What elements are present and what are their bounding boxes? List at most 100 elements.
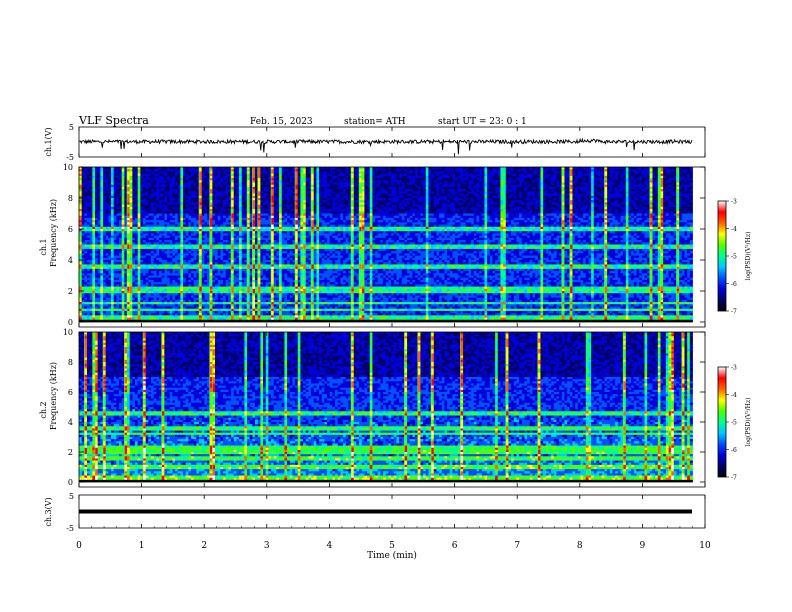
spectrogram-cell (537, 167, 541, 170)
spectrogram-cell (351, 204, 355, 208)
spectrogram-cell (647, 175, 651, 179)
spectrogram-cell (281, 191, 285, 194)
spectrogram-cell (673, 184, 677, 188)
spectrogram-cell (311, 200, 315, 203)
spectrogram-cell (492, 186, 496, 190)
spectrogram-cell (121, 195, 125, 199)
spectrogram-cell (537, 209, 541, 212)
spectrogram-cell (305, 171, 309, 175)
spectrogram-cell (596, 171, 600, 175)
spectrogram-cell (449, 175, 453, 179)
spectrogram-cell (271, 195, 275, 199)
spectrogram-cell (300, 198, 304, 201)
spectrogram-cell (201, 202, 205, 206)
spectrogram-cell (388, 178, 392, 181)
spectrogram-cell (263, 180, 267, 183)
spectrogram-cell (556, 202, 560, 206)
spectrogram-cell (548, 173, 552, 177)
spectrogram-cell (140, 180, 144, 183)
spectrogram-cell (113, 171, 117, 175)
spectrogram-cell (223, 198, 227, 201)
spectrogram-cell (615, 198, 619, 201)
spectrogram-cell (351, 173, 355, 177)
spectrogram-cell (156, 182, 160, 186)
spectrogram-cell (655, 169, 659, 172)
spectrogram-cell (340, 213, 344, 217)
spectrogram-cell (580, 193, 584, 197)
spectrogram-cell (649, 200, 653, 203)
spectrogram-cell (127, 211, 131, 214)
spectrogram-cell (431, 186, 435, 190)
spectrogram-cell (140, 184, 144, 188)
spectrogram-cell (585, 173, 589, 177)
spectrogram-cell (268, 202, 272, 206)
spectrogram-cell (247, 175, 251, 179)
spectrogram-cell (508, 182, 512, 186)
spectrogram-cell (631, 206, 635, 210)
spectrogram-cell (345, 186, 349, 190)
spectrogram-cell (212, 213, 216, 217)
spectrogram-cell (535, 202, 539, 206)
spectrogram-cell (89, 173, 93, 177)
spectrogram-cell (585, 195, 589, 199)
spectrogram-cell (105, 186, 109, 190)
spectrogram-cell (137, 202, 141, 206)
spectrogram-cell (247, 198, 251, 201)
spectrogram-cell (532, 175, 536, 179)
spectrogram-cell (444, 182, 448, 186)
spectrogram-cell (433, 189, 437, 192)
spectrogram-cell (657, 180, 661, 183)
spectrogram-cell (132, 184, 136, 188)
spectrogram-cell (369, 173, 373, 177)
spectrogram-cell (468, 184, 472, 188)
spectrogram-cell (340, 189, 344, 192)
spectrogram-cell (260, 191, 264, 194)
spectrogram-cell (151, 186, 155, 190)
spectrogram-cell (380, 178, 384, 181)
spectrogram-cell (183, 171, 187, 175)
spectrogram-cell (215, 182, 219, 186)
spectrogram-cell (569, 191, 573, 194)
spectrogram-cell (311, 167, 315, 170)
spectrogram-cell (644, 173, 648, 177)
spectrogram-cell (473, 167, 477, 170)
spectrogram-cell (124, 193, 128, 197)
spectrogram-cell (399, 213, 403, 217)
spectrogram-cell (127, 200, 131, 203)
spectrogram-cell (457, 195, 461, 199)
spectrogram-cell (87, 202, 91, 206)
spectrogram-cell (87, 198, 91, 201)
spectrogram-cell (639, 204, 643, 208)
spectrogram-cell (452, 180, 456, 183)
spectrogram-cell (116, 200, 120, 203)
spectrogram-cell (487, 204, 491, 208)
spectrogram-cell (220, 211, 224, 214)
spectrogram-cell (425, 169, 429, 172)
spectrogram-cell (505, 209, 509, 212)
spectrogram-cell (644, 171, 648, 175)
spectrogram-cell (225, 169, 229, 172)
spectrogram-cell (452, 195, 456, 199)
spectrogram-cell (180, 180, 184, 183)
spectrogram-cell (132, 178, 136, 181)
spectrogram-cell (492, 211, 496, 214)
spectrogram-cell (207, 209, 211, 212)
spectrogram-cell (676, 171, 680, 175)
spectrogram-cell (620, 206, 624, 210)
spectrogram-cell (679, 195, 683, 199)
spectrogram-cell (455, 209, 459, 212)
spectrogram-cell (441, 193, 445, 197)
spectrogram-cell (385, 173, 389, 177)
spectrogram-cell (287, 184, 291, 188)
spectrogram-cell (460, 198, 464, 201)
spectrogram-cell (593, 189, 597, 192)
spectrogram-cell (351, 189, 355, 192)
spectrogram-cell (276, 173, 280, 177)
spectrogram-cell (660, 209, 664, 212)
spectrogram-cell (193, 206, 197, 210)
spectrogram-cell (636, 182, 640, 186)
spectrogram-cell (460, 169, 464, 172)
spectrogram-cell (340, 180, 344, 183)
spectrogram-cell (457, 209, 461, 212)
spectrogram-cell (335, 200, 339, 203)
